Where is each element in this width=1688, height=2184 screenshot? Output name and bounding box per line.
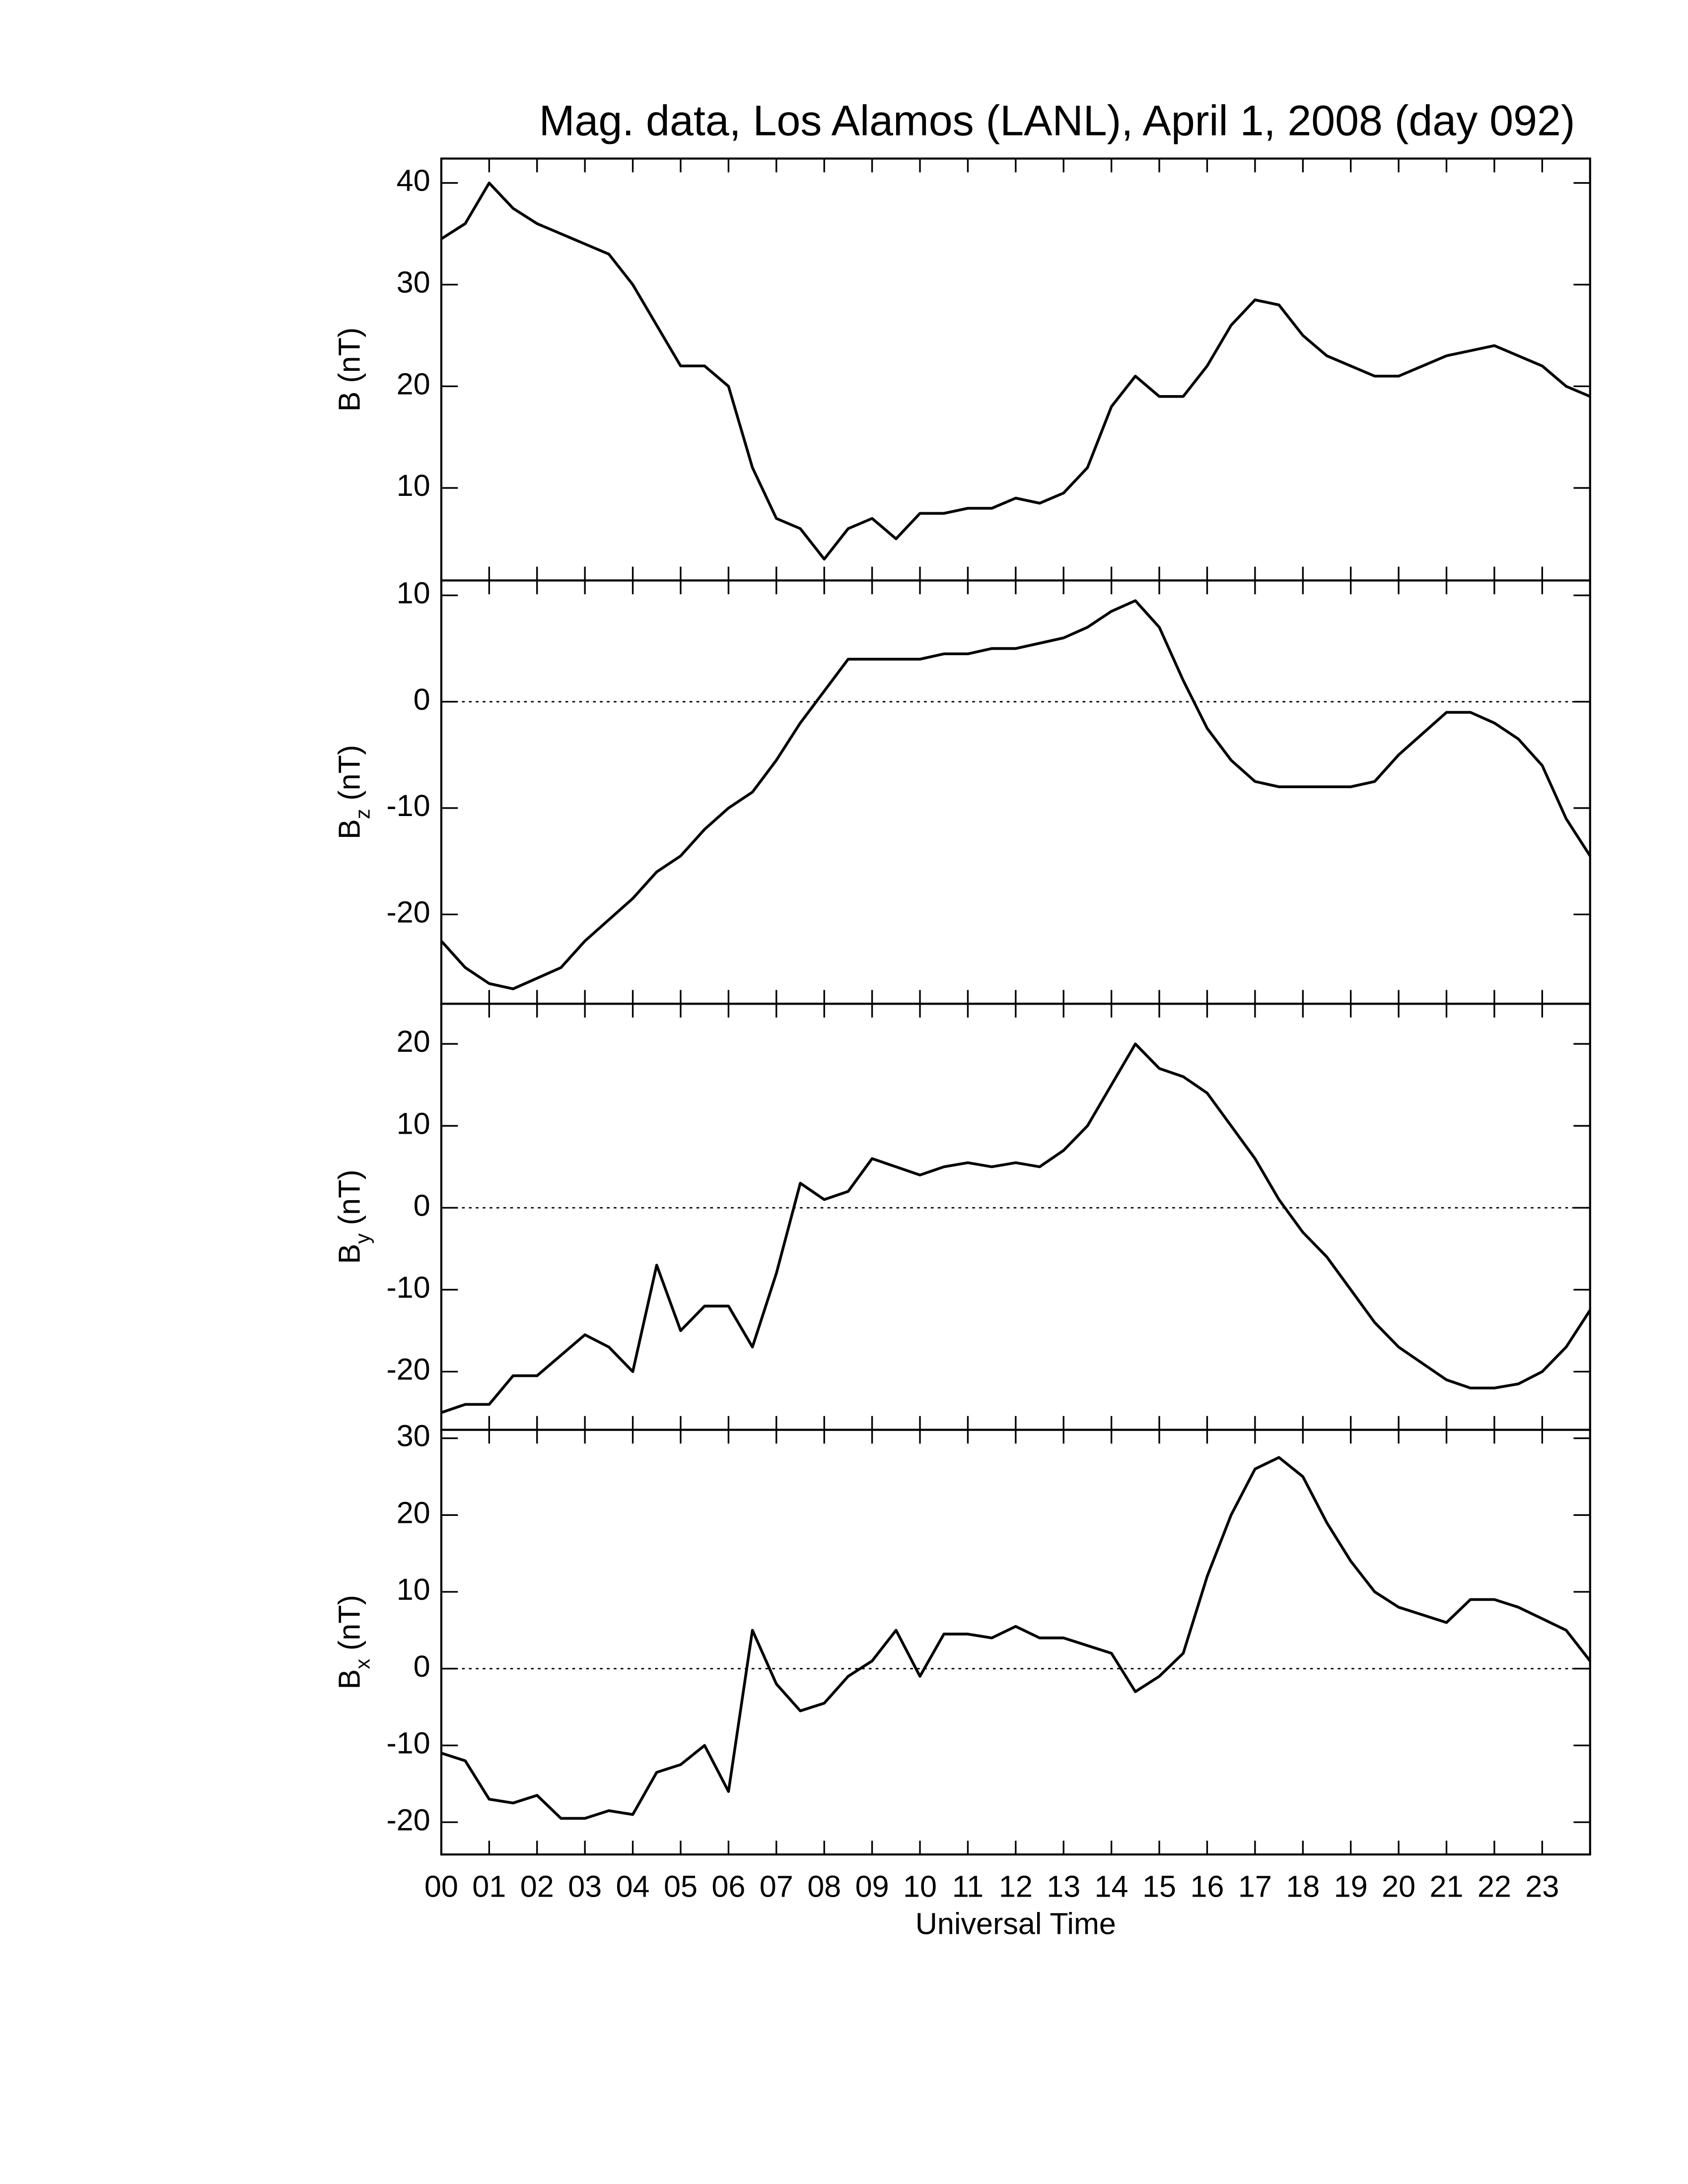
y-tick-label: 10 xyxy=(397,1572,430,1606)
x-tick-label: 20 xyxy=(1382,1870,1415,1904)
y-tick-label: -10 xyxy=(386,1270,430,1304)
y-axis-label: By (nT) xyxy=(332,1169,374,1264)
x-tick-label: 10 xyxy=(903,1870,937,1904)
chart-title: Mag. data, Los Alamos (LANL), April 1, 2… xyxy=(539,97,1575,145)
plot-frame xyxy=(440,579,1591,1005)
x-tick-label: 12 xyxy=(999,1870,1033,1904)
x-tick-label: 00 xyxy=(424,1870,458,1904)
x-tick-label: 04 xyxy=(616,1870,650,1904)
y-axis-label: Bx (nT) xyxy=(332,1595,374,1689)
y-axis-label-main: B xyxy=(332,819,366,839)
x-tick-label: 07 xyxy=(760,1870,793,1904)
x-tick-label: 21 xyxy=(1430,1870,1464,1904)
data-line xyxy=(440,181,1591,561)
x-tick-label: 11 xyxy=(952,1870,984,1904)
x-tick-label: 02 xyxy=(520,1870,554,1904)
x-axis-label: Universal Time xyxy=(915,1907,1116,1941)
x-tick-label: 15 xyxy=(1142,1870,1176,1904)
x-tick-label: 18 xyxy=(1286,1870,1320,1904)
x-tick-label: 01 xyxy=(472,1870,506,1904)
y-tick-label: 0 xyxy=(414,1649,430,1683)
data-line xyxy=(440,1042,1592,1414)
data-line xyxy=(441,1456,1591,1820)
data-line xyxy=(440,599,1592,990)
y-axis-label-unit: (nT) xyxy=(332,1169,366,1225)
y-axis-label: B (nT) xyxy=(332,328,366,412)
x-tick-label: 23 xyxy=(1525,1870,1559,1904)
y-tick-label: -10 xyxy=(386,789,430,822)
plot-frame xyxy=(440,157,1591,582)
y-tick-label: -20 xyxy=(386,895,430,929)
x-tick-label: 05 xyxy=(664,1870,698,1904)
y-tick-label: -20 xyxy=(386,1353,430,1386)
y-tick-label: 20 xyxy=(397,367,430,401)
y-tick-label: 0 xyxy=(414,1188,430,1222)
y-axis-label-unit: (nT) xyxy=(332,1595,366,1650)
y-axis-label-sub: y xyxy=(351,1233,374,1244)
x-tick-label: 16 xyxy=(1190,1870,1224,1904)
x-tick-label: 19 xyxy=(1334,1870,1368,1904)
y-axis-label: Bz (nT) xyxy=(332,745,374,839)
x-tick-label: 17 xyxy=(1238,1870,1272,1904)
y-axis-label-sub: z xyxy=(351,809,374,819)
x-tick-label: 13 xyxy=(1047,1870,1080,1904)
y-tick-label: 20 xyxy=(397,1496,430,1529)
y-axis-label-unit: (nT) xyxy=(332,745,366,801)
x-tick-label: 09 xyxy=(855,1870,889,1904)
y-axis-label-main: B (nT) xyxy=(332,328,366,412)
y-tick-label: 20 xyxy=(397,1024,430,1058)
y-tick-label: -20 xyxy=(386,1803,430,1837)
y-tick-label: 40 xyxy=(397,164,430,198)
y-axis-label-main: B xyxy=(332,1669,366,1690)
y-tick-label: 10 xyxy=(397,1106,430,1140)
plot-frame xyxy=(440,1429,1591,1856)
y-axis-label-main: B xyxy=(332,1244,366,1264)
x-tick-label: 14 xyxy=(1095,1870,1128,1904)
y-tick-label: 30 xyxy=(397,1419,430,1453)
x-tick-label: 06 xyxy=(711,1870,745,1904)
y-tick-label: -10 xyxy=(386,1726,430,1760)
x-tick-label: 03 xyxy=(568,1870,602,1904)
y-tick-label: 10 xyxy=(397,576,430,610)
y-axis-label-sub: x xyxy=(351,1659,374,1669)
y-tick-label: 30 xyxy=(397,266,430,299)
plot-frame xyxy=(440,1003,1591,1431)
x-tick-label: 22 xyxy=(1477,1870,1511,1904)
y-tick-label: 10 xyxy=(397,469,430,502)
x-tick-label: 08 xyxy=(807,1870,841,1904)
y-tick-label: 0 xyxy=(414,682,430,716)
